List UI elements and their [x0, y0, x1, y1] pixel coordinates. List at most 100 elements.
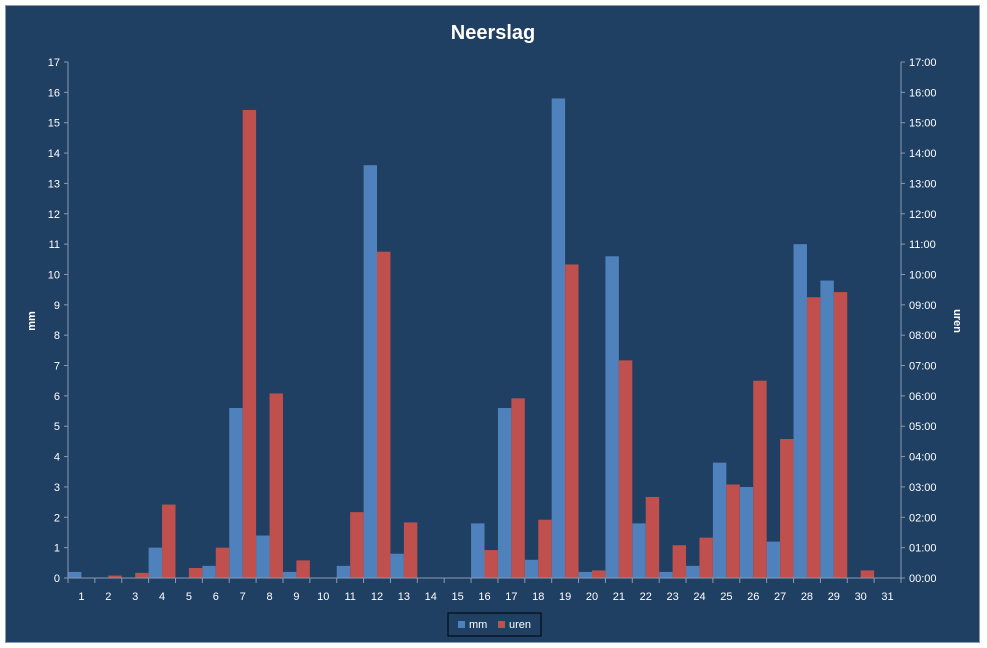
- bar-mm-day-11: [336, 565, 351, 578]
- bar-mm-day-4: [148, 547, 163, 578]
- y-tick-label: 14: [48, 148, 60, 160]
- bar-uren-day-20: [591, 570, 606, 578]
- y2-tick-label: 01:00: [909, 543, 937, 555]
- y-tick-label: 7: [54, 361, 60, 373]
- y2-tick-label: 10:00: [909, 269, 937, 281]
- legend-swatch-mm: [458, 621, 465, 628]
- x-tick-label: 11: [344, 591, 355, 603]
- y-tick-label: 3: [54, 482, 60, 494]
- y2-tick-label: 11:00: [909, 239, 936, 251]
- bar-uren-day-23: [672, 545, 687, 578]
- x-tick-label: 17: [505, 591, 517, 603]
- x-tick-label: 21: [613, 591, 625, 603]
- y-tick-label: 16: [48, 87, 60, 99]
- bar-uren-day-22: [645, 496, 660, 578]
- x-tick-label: 18: [532, 591, 544, 603]
- bar-uren-day-18: [538, 519, 552, 578]
- bar-uren-day-29: [833, 292, 848, 578]
- legend-box: [447, 612, 542, 637]
- y-tick-label: 4: [54, 452, 60, 464]
- y2-ticks: 00:00 01:00 02:00 03:00 04:00 05:00 06:00 07:00…: [901, 57, 937, 585]
- x-tick-label: 5: [186, 591, 192, 603]
- bar-uren-day-3: [135, 572, 149, 578]
- x-tick-label: 10: [317, 591, 329, 603]
- y2-tick-label: 14:00: [909, 148, 937, 160]
- bar-uren-day-19: [565, 264, 579, 578]
- bar-mm-day-21: [605, 256, 619, 578]
- bar-uren-day-28: [806, 297, 821, 578]
- y-tick-label: 11: [49, 239, 60, 251]
- y-tick-label: 2: [54, 512, 60, 524]
- bar-uren-day-12: [377, 251, 391, 578]
- y2-tick-label: 15:00: [909, 118, 937, 130]
- chart-title: Neerslag: [451, 22, 536, 44]
- y-tick-label: 1: [54, 543, 60, 555]
- bar-mm-day-1: [68, 571, 82, 578]
- y2-tick-label: 12:00: [909, 209, 937, 221]
- bar-uren-day-7: [242, 109, 257, 579]
- y-tick-label: 6: [54, 391, 60, 403]
- y2-tick-label: 02:00: [909, 512, 937, 524]
- bar-uren-day-4: [162, 504, 176, 578]
- y-tick-label: 9: [54, 300, 60, 312]
- y-tick-label: 10: [48, 269, 60, 281]
- bar-mm-day-17: [497, 408, 512, 578]
- y2-tick-label: 16:00: [909, 87, 937, 99]
- x-tick-label: 22: [640, 591, 652, 603]
- bar-mm-day-12: [363, 165, 378, 578]
- x-tick-label: 16: [478, 591, 490, 603]
- bar-uren-day-8: [269, 393, 283, 578]
- bar-mm-day-24: [686, 565, 700, 578]
- bar-mm-day-23: [659, 571, 673, 578]
- x-tick-label: 15: [452, 591, 464, 603]
- chart-frame: Neerslag mm uren 0 1 2 3 4 5 6 7 8 9 10 11 12 13 14 15 1…: [5, 5, 980, 643]
- y-tick-label: 5: [54, 421, 60, 433]
- y2-tick-label: 03:00: [909, 482, 937, 494]
- bar-uren-day-30: [860, 570, 875, 578]
- x-tick-label: 12: [371, 591, 383, 603]
- legend-swatch-uren: [498, 621, 505, 628]
- bar-uren-day-26: [753, 380, 767, 578]
- bar-uren-day-17: [511, 398, 525, 578]
- x-ticks: 1 2 3 4 5 6 7 8 9 10 11 12 13 14 15 16 17 18 19 20 21 22 23 24 2…: [67, 578, 902, 603]
- x-tick-label: 4: [159, 591, 165, 603]
- x-tick-label: 23: [666, 591, 678, 603]
- y-tick-label: 12: [48, 209, 60, 221]
- y2-tick-label: 09:00: [909, 300, 937, 312]
- bar-mm-day-20: [578, 571, 592, 578]
- y2-tick-label: 05:00: [909, 421, 937, 433]
- bar-mm-day-6: [202, 565, 216, 578]
- x-tick-label: 9: [293, 591, 299, 603]
- x-tick-label: 26: [747, 591, 759, 603]
- bar-mm-day-7: [229, 408, 243, 578]
- bar-uren-day-24: [699, 537, 713, 578]
- x-tick-label: 27: [774, 591, 786, 603]
- bar-uren-day-21: [618, 360, 633, 578]
- bar-mm-day-28: [793, 244, 807, 578]
- bar-uren-day-27: [780, 438, 794, 578]
- x-tick-label: 1: [78, 591, 84, 603]
- bar-uren-day-5: [188, 567, 203, 578]
- bar-mm-day-25: [712, 462, 727, 578]
- bar-mm-day-27: [766, 541, 781, 578]
- legend-label-uren: uren: [509, 619, 531, 631]
- y2-tick-label: 00:00: [909, 573, 937, 585]
- y2-tick-label: 04:00: [909, 452, 937, 464]
- bar-uren-day-13: [403, 522, 418, 578]
- y2-axis-title: uren: [951, 309, 963, 333]
- y-tick-label: 8: [54, 330, 60, 342]
- x-tick-label: 20: [586, 591, 598, 603]
- chart: Neerslag mm uren 01234567891011121314151…: [26, 22, 963, 637]
- x-tick-label: 19: [559, 591, 571, 603]
- y-tick-label: 15: [48, 118, 60, 130]
- bar-uren-day-11: [350, 512, 364, 578]
- y-tick-label: 0: [54, 573, 60, 585]
- bar-mm-day-9: [282, 571, 297, 578]
- bar-uren-day-16: [484, 550, 498, 578]
- y-tick-label: 13: [48, 178, 60, 190]
- x-tick-label: 24: [693, 591, 705, 603]
- legend-label-mm: mm: [469, 619, 487, 631]
- bars: [68, 98, 875, 579]
- y2-tick-label: 06:00: [909, 391, 937, 403]
